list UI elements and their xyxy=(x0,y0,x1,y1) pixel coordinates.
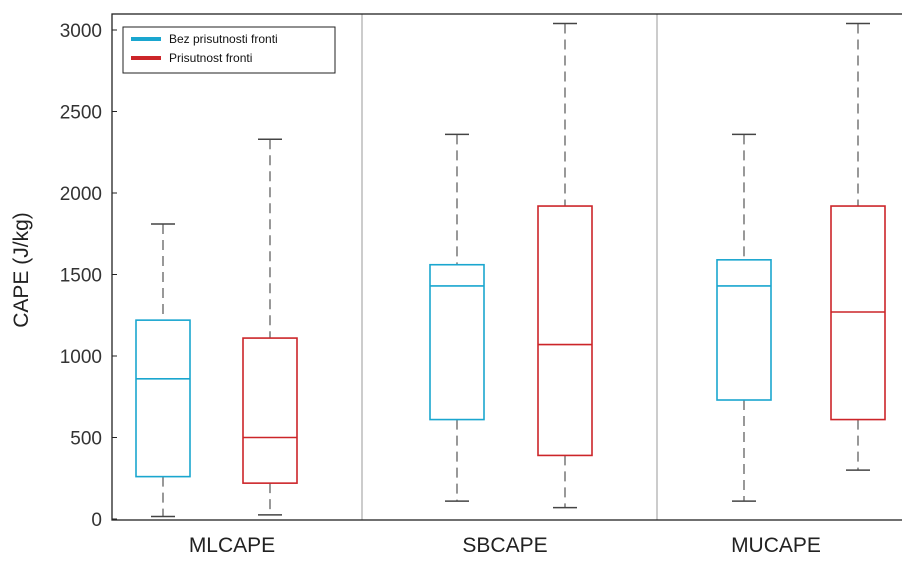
box-plot-0-1 xyxy=(242,138,298,516)
y-tick-label: 1500 xyxy=(60,266,102,287)
legend-label: Bez prisutnosti fronti xyxy=(169,32,278,46)
y-tick-label: 1000 xyxy=(60,347,102,368)
legend-label: Prisutnost fronti xyxy=(169,51,252,65)
iqr-box xyxy=(830,205,886,421)
iqr-box xyxy=(135,319,191,478)
box-plot-2-1 xyxy=(830,22,886,471)
y-tick-label: 500 xyxy=(70,429,102,450)
box-plot-1-1 xyxy=(537,22,593,509)
iqr-box xyxy=(429,263,485,421)
y-tick-label: 2000 xyxy=(60,184,102,205)
y-axis-title: CAPE (J/kg) xyxy=(10,212,33,328)
y-tick-label: 0 xyxy=(91,510,102,531)
x-category-label: SBCAPE xyxy=(462,534,547,557)
box-plot-2-0 xyxy=(716,133,772,502)
x-category-label: MUCAPE xyxy=(731,534,821,557)
plot-frame xyxy=(111,13,902,521)
x-category-label: MLCAPE xyxy=(189,534,275,557)
box-plot-1-0 xyxy=(429,133,485,502)
iqr-box xyxy=(537,205,593,457)
box-layer xyxy=(135,22,886,518)
y-tick-label: 2500 xyxy=(60,103,102,124)
axis-layer: 0 500 1000 1500 2000 2500 3000 MLCAPE SBCAPE MUCA… xyxy=(60,13,902,557)
legend: Bez prisutnosti fronti Prisutnost fronti xyxy=(122,26,336,74)
legend-box xyxy=(122,26,336,74)
iqr-box xyxy=(242,337,298,484)
box-plot-0-0 xyxy=(135,223,191,518)
iqr-box xyxy=(716,259,772,401)
grid-layer xyxy=(361,14,658,520)
y-tick-label: 3000 xyxy=(60,21,102,42)
